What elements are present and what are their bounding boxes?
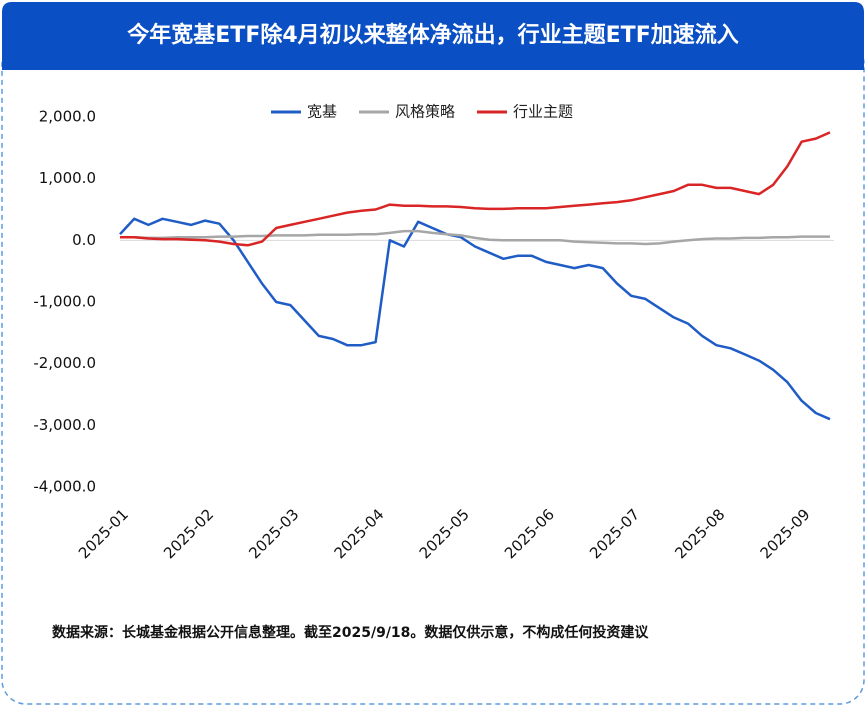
y-tick-label: -3,000.0 xyxy=(33,416,96,434)
legend-label: 宽基 xyxy=(307,103,337,121)
y-tick-label: -1,000.0 xyxy=(33,293,96,311)
y-tick-label: -2,000.0 xyxy=(33,354,96,372)
source-note: 数据来源：长城基金根据公开信息整理。截至2025/9/18。数据仅供示意，不构成… xyxy=(52,624,649,641)
x-tick-label: 2025-06 xyxy=(501,505,558,562)
series-line xyxy=(119,217,831,421)
x-tick-label: 2025-02 xyxy=(160,505,217,562)
x-tick-label: 2025-05 xyxy=(416,505,473,562)
y-tick-label: 0.0 xyxy=(72,231,96,249)
y-tick-label: 2,000.0 xyxy=(39,108,96,126)
series-line xyxy=(120,229,830,246)
frame xyxy=(1,39,865,705)
legend-label: 行业主题 xyxy=(513,103,573,121)
x-tick-label: 2025-07 xyxy=(586,505,643,562)
x-tick-label: 2025-03 xyxy=(245,505,302,562)
x-tick-label: 2025-08 xyxy=(671,505,728,562)
y-tick-label: 1,000.0 xyxy=(39,169,96,187)
x-tick-label: 2025-09 xyxy=(757,505,814,562)
series-line xyxy=(120,131,831,247)
x-tick-label: 2025-04 xyxy=(331,505,388,562)
header xyxy=(2,2,864,70)
chart-title: 今年宽基ETF除4月初以来整体净流出，行业主题ETF加速流入 xyxy=(127,22,738,48)
legend-label: 风格策略 xyxy=(395,103,455,121)
x-tick-label: 2025-01 xyxy=(75,505,132,562)
y-tick-label: -4,000.0 xyxy=(33,478,96,496)
